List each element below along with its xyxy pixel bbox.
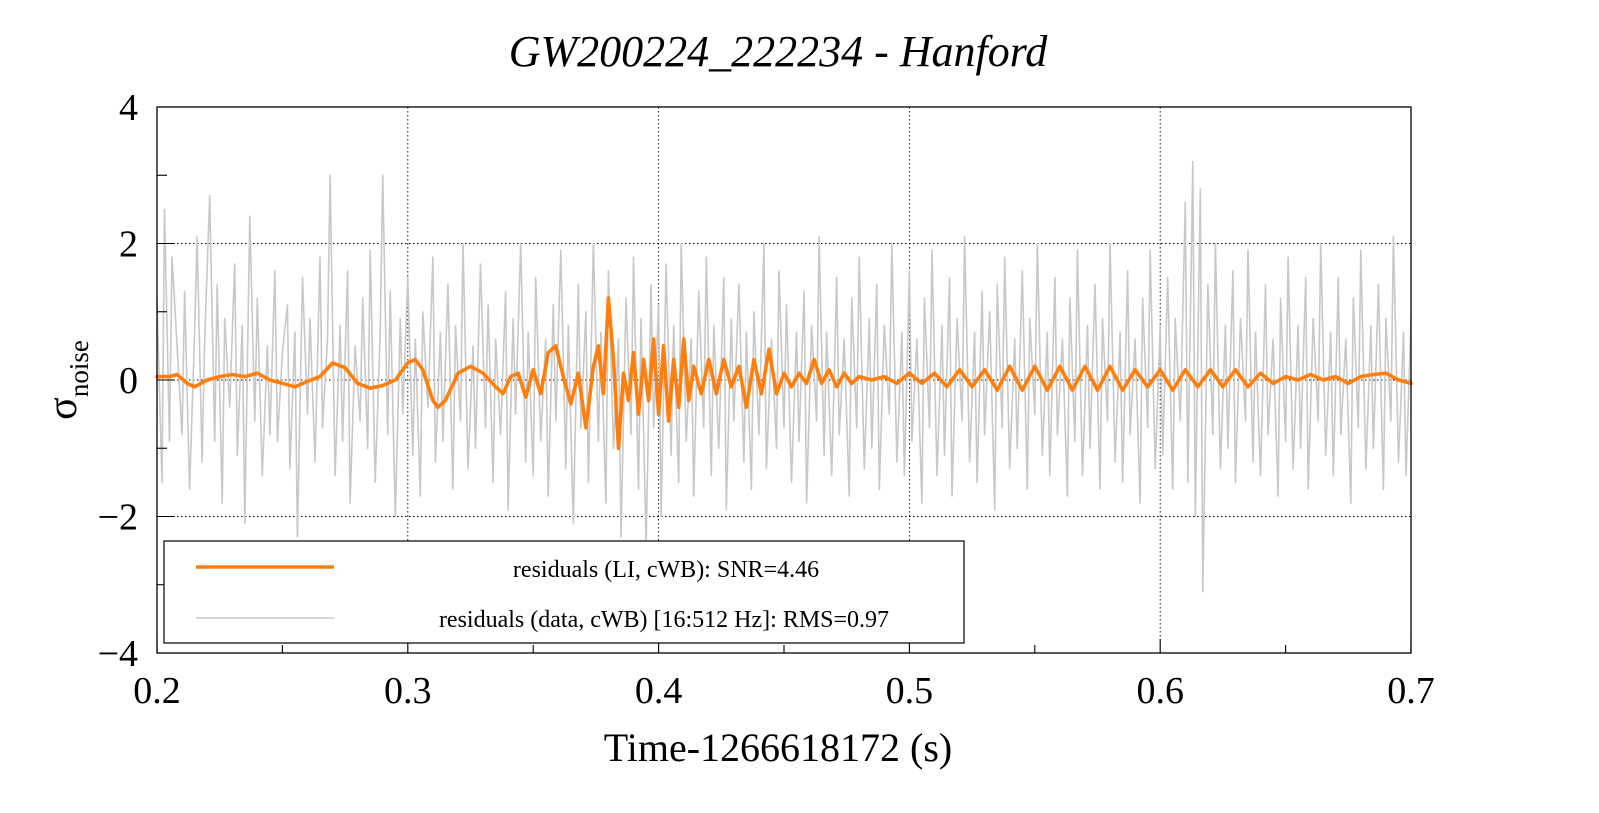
series-li-line (155, 296, 1413, 451)
x-tick-label: 0.6 (1136, 670, 1184, 712)
legend-label-data: residuals (data, cWB) [16:512 Hz]: RMS=0… (439, 607, 889, 633)
svg-text:σnoise: σnoise (40, 340, 94, 420)
y-tick-label: −4 (98, 633, 138, 675)
legend-box (163, 540, 965, 644)
x-tick-label: 0.4 (635, 670, 683, 712)
y-axis-label-main: σ (40, 397, 86, 420)
y-tick-label: 2 (119, 224, 138, 266)
y-tick-label: −2 (98, 497, 138, 539)
chart-title: GW200224_222234 - Hanford (509, 27, 1049, 76)
x-tick-label: 0.3 (384, 670, 432, 712)
y-tick-labels: −4 −2 0 2 4 (98, 87, 138, 675)
x-tick-label: 0.2 (133, 670, 181, 712)
x-tick-label: 0.7 (1387, 670, 1435, 712)
legend: residuals (LI, cWB): SNR=4.46 residuals … (163, 540, 965, 644)
y-axis-label: σnoise (40, 340, 94, 420)
y-tick-label: 4 (119, 87, 138, 129)
series-data-line (156, 160, 1412, 593)
legend-label-li: residuals (LI, cWB): SNR=4.46 (513, 557, 819, 583)
y-axis-label-sub: noise (64, 340, 94, 397)
x-tick-label: 0.5 (886, 670, 934, 712)
y-tick-label: 0 (119, 360, 138, 402)
series-layer (155, 160, 1413, 593)
x-axis-label: Time-1266618172 (s) (604, 725, 953, 770)
x-tick-labels: 0.2 0.3 0.4 0.5 0.6 0.7 (133, 670, 1435, 712)
